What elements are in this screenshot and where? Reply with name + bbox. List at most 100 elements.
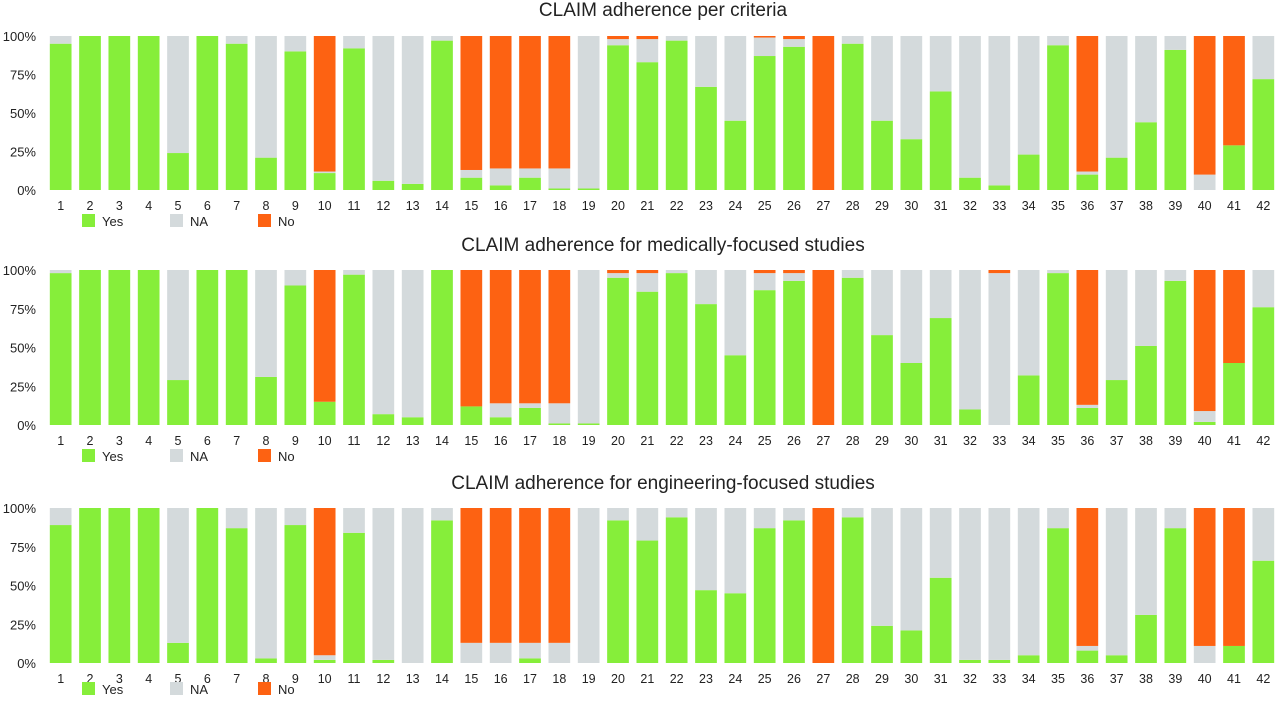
x-tick-label: 17 (523, 434, 537, 448)
bar-no-41 (1223, 270, 1245, 363)
y-tick-label: 0% (17, 183, 36, 198)
x-tick-label: 36 (1080, 199, 1094, 213)
bar-na-20 (607, 273, 629, 278)
chart-title: CLAIM adherence per criteria (539, 0, 788, 21)
x-tick-label: 7 (233, 434, 240, 448)
bar-no-18 (548, 270, 570, 403)
x-tick-label: 16 (494, 434, 508, 448)
x-tick-label: 25 (758, 434, 772, 448)
bar-yes-37 (1106, 380, 1128, 425)
bar-yes-22 (666, 273, 688, 425)
y-tick-label: 0% (17, 656, 36, 671)
bar-yes-42 (1252, 307, 1274, 425)
bar-yes-14 (431, 41, 453, 190)
bar-yes-21 (636, 292, 658, 425)
bar-yes-25 (754, 290, 776, 425)
bar-yes-15 (460, 178, 482, 190)
x-tick-label: 24 (728, 434, 742, 448)
bar-yes-34 (1018, 155, 1040, 190)
bar-yes-8 (255, 158, 277, 190)
x-tick-label: 30 (904, 672, 918, 686)
bar-yes-41 (1223, 363, 1245, 425)
x-tick-label: 19 (582, 199, 596, 213)
bar-na-36 (1076, 646, 1098, 651)
bar-no-40 (1194, 270, 1216, 411)
bar-yes-25 (754, 56, 776, 190)
x-tick-label: 17 (523, 199, 537, 213)
bar-no-16 (490, 270, 512, 403)
bar-na-25 (754, 38, 776, 56)
bar-yes-12 (372, 414, 394, 425)
bar-na-24 (724, 508, 746, 593)
bar-yes-19 (578, 188, 600, 190)
x-tick-label: 24 (728, 199, 742, 213)
y-tick-label: 0% (17, 418, 36, 433)
x-tick-label: 26 (787, 199, 801, 213)
x-tick-label: 39 (1168, 434, 1182, 448)
bar-yes-21 (636, 541, 658, 663)
bar-yes-10 (314, 402, 336, 425)
x-tick-label: 37 (1110, 199, 1124, 213)
chart-title: CLAIM adherence for engineering-focused … (451, 473, 875, 494)
bar-no-40 (1194, 508, 1216, 646)
x-tick-label: 14 (435, 434, 449, 448)
legend-swatch-yes (82, 682, 95, 695)
x-tick-label: 29 (875, 434, 889, 448)
bar-yes-12 (372, 660, 394, 663)
x-tick-label: 20 (611, 672, 625, 686)
x-tick-label: 20 (611, 434, 625, 448)
y-tick-label: 50% (10, 106, 36, 121)
bar-na-24 (724, 36, 746, 121)
y-tick-label: 75% (10, 540, 36, 555)
x-tick-label: 11 (348, 672, 361, 686)
bar-no-16 (490, 36, 512, 168)
bar-na-19 (578, 270, 600, 423)
x-tick-label: 40 (1198, 199, 1212, 213)
bar-no-41 (1223, 508, 1245, 646)
bar-yes-39 (1164, 281, 1186, 425)
bar-na-8 (255, 508, 277, 658)
x-tick-label: 38 (1139, 434, 1153, 448)
legend-label-yes: Yes (102, 214, 124, 229)
bar-na-28 (842, 508, 864, 517)
bar-na-22 (666, 508, 688, 517)
bar-na-7 (226, 36, 248, 44)
legend: Yes NA No (82, 682, 295, 697)
bar-no-16 (490, 508, 512, 643)
x-tick-label: 3 (116, 199, 123, 213)
bar-yes-39 (1164, 50, 1186, 190)
bar-yes-4 (138, 270, 160, 425)
bar-yes-25 (754, 528, 776, 663)
bar-yes-4 (138, 36, 160, 190)
bar-na-13 (402, 270, 424, 417)
bar-na-42 (1252, 508, 1274, 561)
x-tick-label: 29 (875, 199, 889, 213)
bar-yes-33 (988, 660, 1010, 663)
x-tick-label: 34 (1022, 434, 1036, 448)
bar-yes-16 (490, 417, 512, 425)
bar-na-17 (519, 403, 541, 408)
x-tick-label: 16 (494, 199, 508, 213)
bar-yes-2 (79, 270, 101, 425)
bar-yes-3 (108, 508, 130, 663)
bar-na-35 (1047, 36, 1069, 45)
x-tick-label: 15 (464, 199, 478, 213)
bar-yes-23 (695, 590, 717, 663)
x-tick-label: 18 (552, 199, 566, 213)
legend-label-yes: Yes (102, 682, 124, 697)
bar-no-15 (460, 36, 482, 170)
bar-na-1 (50, 270, 72, 273)
legend-label-na: NA (190, 214, 208, 229)
bar-na-18 (548, 168, 570, 188)
bar-na-15 (460, 170, 482, 178)
bar-no-20 (607, 36, 629, 39)
bar-yes-35 (1047, 273, 1069, 425)
legend-label-no: No (278, 214, 295, 229)
bar-na-8 (255, 270, 277, 377)
y-tick-label: 25% (10, 379, 36, 394)
bar-no-21 (636, 270, 658, 273)
x-tick-label: 13 (406, 199, 420, 213)
x-tick-label: 14 (435, 199, 449, 213)
bar-yes-2 (79, 36, 101, 190)
x-tick-label: 4 (145, 672, 152, 686)
